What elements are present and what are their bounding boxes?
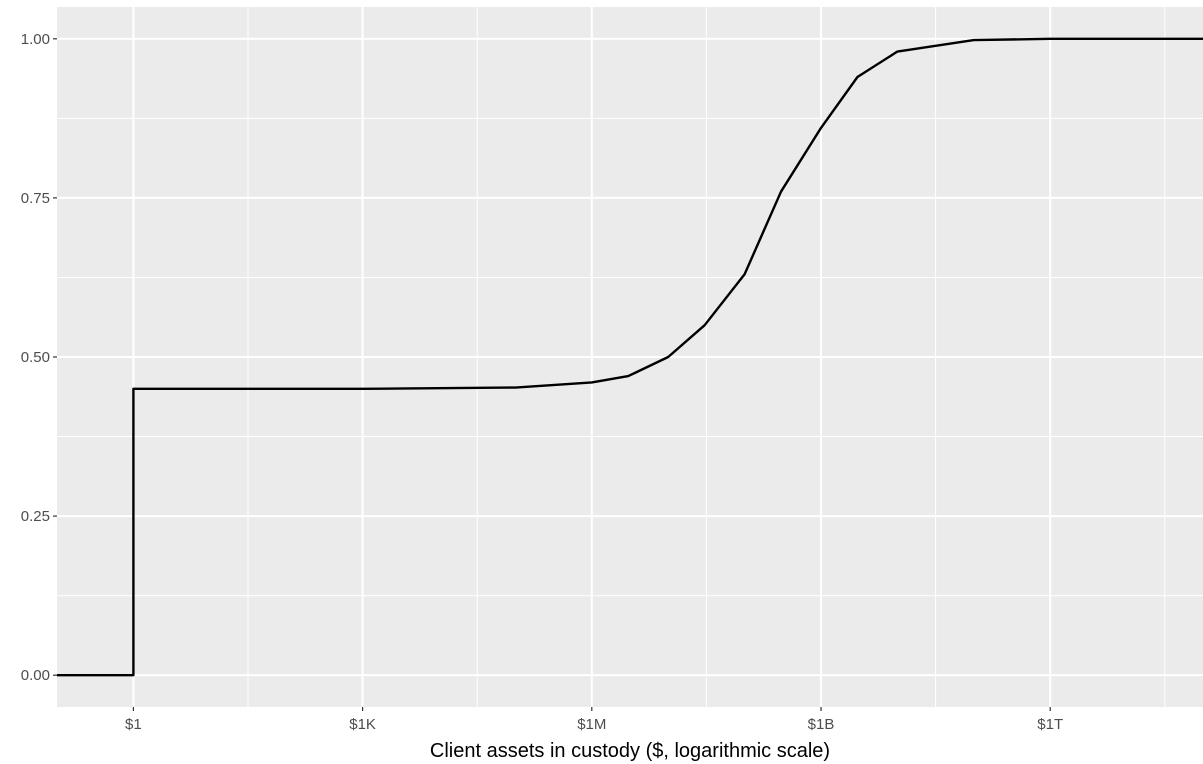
x-tick-label: $1T [1037,716,1063,733]
x-axis: $1 $1K $1M $1B $1T [125,707,1063,733]
series-layer [57,37,1203,677]
y-axis: 0.00 0.25 0.50 0.75 1.00 [21,31,57,684]
y-tick-label: 0.00 [21,667,50,684]
y-tick-label: 0.25 [21,508,50,525]
x-tick-label: $1B [808,716,835,733]
x-axis-title: Client assets in custody ($, logarithmic… [430,740,830,762]
x-tick-label: $1K [349,716,376,733]
series-line-0 [57,37,1203,677]
y-tick-label: 1.00 [21,31,50,48]
y-tick-label: 0.75 [21,190,50,207]
x-tick-label: $1 [125,716,142,733]
x-tick-label: $1M [577,716,606,733]
y-tick-label: 0.50 [21,349,50,366]
